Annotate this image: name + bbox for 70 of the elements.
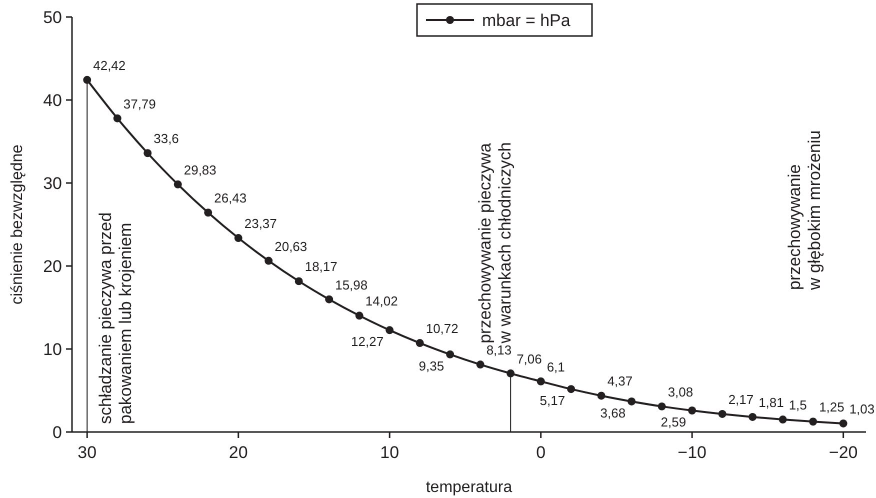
y-tick-label: 20 xyxy=(43,256,62,276)
data-label: 23,37 xyxy=(244,216,277,232)
point xyxy=(597,392,606,400)
point xyxy=(839,419,848,428)
data-label: 10,72 xyxy=(426,321,458,336)
point xyxy=(536,377,545,386)
data-label: 4,37 xyxy=(607,374,633,389)
x-tick-label: 0 xyxy=(536,443,546,462)
data-label: 2,17 xyxy=(728,392,754,407)
point xyxy=(567,385,576,394)
ref-line-label: schładzanie pieczywa przed pakowaniem lub krojeniem xyxy=(96,212,136,424)
point xyxy=(234,234,242,242)
data-label: 3,68 xyxy=(600,405,626,420)
data-label: 42,42 xyxy=(93,58,126,73)
legend-label: mbar = hPa xyxy=(482,10,571,30)
data-label: 29,83 xyxy=(184,162,216,178)
x-tick-label: −20 xyxy=(828,443,858,462)
x-axis-title: temperatura xyxy=(426,479,512,496)
data-label: 33,6 xyxy=(154,131,179,146)
point xyxy=(688,406,696,414)
point xyxy=(718,410,726,418)
data-label: 12,27 xyxy=(351,334,384,350)
x-tick-label: −10 xyxy=(678,443,706,462)
data-label: 18,17 xyxy=(304,259,338,274)
point xyxy=(446,350,454,358)
point xyxy=(174,180,182,188)
x-tick-label: 10 xyxy=(380,443,400,462)
point xyxy=(628,397,636,406)
data-label: 20,63 xyxy=(274,238,308,254)
y-tick-label: 0 xyxy=(52,422,62,442)
data-label: 8,13 xyxy=(486,342,512,358)
data-label: 9,35 xyxy=(418,358,444,374)
data-label: 2,59 xyxy=(660,414,686,430)
point xyxy=(809,418,818,426)
point xyxy=(476,360,484,368)
data-label: 7,06 xyxy=(516,351,542,366)
point xyxy=(506,369,515,378)
data-label: 1,25 xyxy=(819,400,844,415)
point xyxy=(264,256,273,265)
point xyxy=(416,339,424,348)
point xyxy=(355,312,364,320)
data-label: 1,81 xyxy=(758,394,784,410)
data-label: 3,08 xyxy=(668,384,694,400)
point xyxy=(83,76,92,84)
data-label: 5,17 xyxy=(540,393,566,408)
point xyxy=(204,208,212,217)
data-label: 15,98 xyxy=(335,277,368,292)
point xyxy=(113,114,122,122)
x-tick-label: 30 xyxy=(78,443,97,462)
point xyxy=(325,295,334,304)
data-label: 26,43 xyxy=(214,190,247,206)
annotation: przechowywanie w głębokim mrożeniu xyxy=(785,130,824,291)
point xyxy=(658,402,666,410)
point xyxy=(386,326,394,334)
point xyxy=(778,416,787,424)
data-label: 6,1 xyxy=(546,359,565,374)
x-tick-label: 20 xyxy=(228,443,248,462)
y-tick-label: 30 xyxy=(43,174,62,193)
y-axis-title: ciśnienie bezwzględne xyxy=(9,144,26,305)
data-label: 1,03 xyxy=(849,401,875,416)
y-tick-label: 10 xyxy=(43,340,62,359)
y-tick-label: 50 xyxy=(43,8,62,27)
ref-line-label: przechowywanie pieczywa w warunkach chłodniczych xyxy=(476,142,515,344)
point xyxy=(294,277,303,286)
data-label: 37,79 xyxy=(123,96,156,112)
data-label: 1,5 xyxy=(788,398,807,413)
point xyxy=(144,149,152,158)
y-tick-label: 40 xyxy=(43,90,62,110)
data-label: 14,02 xyxy=(365,294,398,309)
point xyxy=(748,412,757,421)
